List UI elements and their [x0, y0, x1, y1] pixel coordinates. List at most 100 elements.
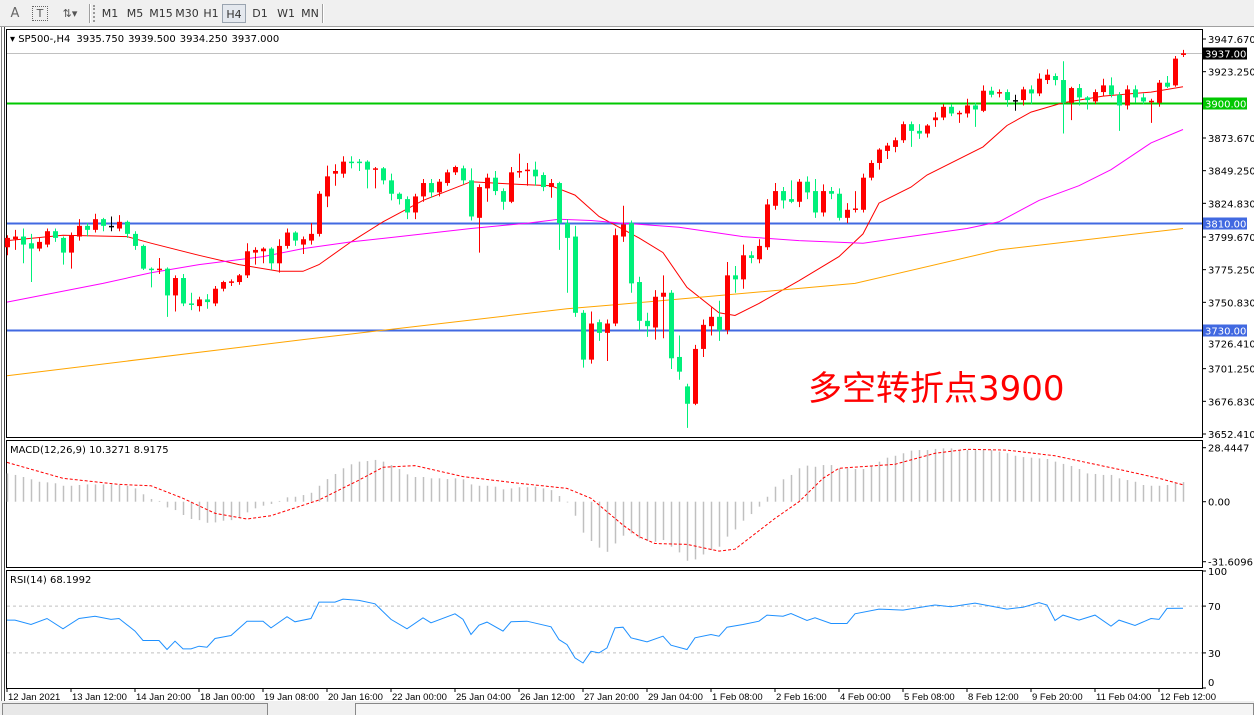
- rsi-line: [7, 598, 1184, 664]
- chart-background: [0, 27, 1254, 701]
- candle: [197, 296, 202, 312]
- candle-body: [317, 193, 322, 234]
- candle-body: [21, 236, 26, 245]
- candle-body: [541, 175, 546, 188]
- candle: [637, 276, 642, 331]
- chart-window[interactable]: 3947.670 3923.250 3873.670 3849.250 3824.830…: [0, 27, 1254, 701]
- text-label-icon: T: [36, 7, 44, 20]
- candle: [333, 164, 338, 186]
- candle-body: [1013, 100, 1018, 102]
- candle: [461, 165, 466, 185]
- candle-body: [1085, 97, 1090, 101]
- candle-body: [5, 237, 10, 248]
- moving-average-line-ma_mid: [6, 129, 1184, 303]
- candle: [93, 213, 98, 233]
- candle-body: [509, 172, 514, 202]
- timeframe-h1[interactable]: H1: [203, 7, 219, 20]
- candle: [109, 216, 114, 232]
- toolbar-separator: [322, 4, 324, 23]
- candle: [645, 312, 650, 337]
- candle-body: [37, 241, 42, 249]
- candle: [85, 223, 90, 237]
- candle-body: [1037, 78, 1042, 94]
- time-tick-label: 25 Jan 04:00: [456, 692, 511, 701]
- timeframe-m5[interactable]: M5: [126, 7, 144, 20]
- candle-body: [669, 292, 674, 359]
- candle-body: [381, 168, 386, 181]
- candle: [605, 319, 610, 361]
- candle-body: [221, 282, 226, 289]
- text-label-tool-button[interactable]: T: [32, 6, 48, 21]
- candle: [325, 165, 330, 208]
- candle-body: [397, 193, 402, 200]
- arrows-tool-dropdown[interactable]: ⇅▾: [56, 4, 84, 23]
- timeframe-m15[interactable]: M15: [149, 7, 173, 20]
- candle: [893, 137, 898, 153]
- candle-body: [1125, 89, 1130, 106]
- candle-body: [685, 386, 690, 404]
- timeframe-d1[interactable]: D1: [252, 7, 268, 20]
- rsi-label: RSI(14) 68.1992: [10, 575, 91, 586]
- candle-body: [845, 209, 850, 218]
- candle: [13, 229, 18, 250]
- candle: [797, 179, 802, 208]
- candle: [1141, 93, 1146, 105]
- price-tick-label: 3701.250: [1208, 365, 1254, 376]
- chart-tab[interactable]: [2, 703, 268, 715]
- candle-body: [1101, 85, 1106, 93]
- candle: [1045, 69, 1050, 85]
- candle-body: [253, 249, 258, 253]
- candle-body: [621, 224, 626, 237]
- candle: [861, 173, 866, 213]
- time-tick-label: 13 Jan 12:00: [72, 692, 127, 701]
- time-tick-label: 26 Jan 12:00: [520, 692, 575, 701]
- timeframe-m1[interactable]: M1: [101, 7, 119, 20]
- candle-body: [261, 248, 266, 252]
- toolbar: A T ⇅▾ M1 M5 M15 M30 H1 H4 D1 W1 MN: [0, 0, 1254, 27]
- candle: [133, 231, 138, 250]
- timeframe-m30[interactable]: M30: [175, 7, 199, 20]
- candle-body: [269, 248, 274, 264]
- candle: [981, 85, 986, 113]
- legend-collapse-icon[interactable]: ▾: [10, 34, 18, 45]
- candle-body: [205, 299, 210, 303]
- horizontal-scrollbar[interactable]: [355, 703, 1254, 715]
- candle: [1117, 92, 1122, 131]
- macd-panel: [6, 440, 1203, 568]
- candle: [869, 160, 874, 181]
- candle-body: [717, 316, 722, 331]
- timeframe-w1[interactable]: W1: [277, 7, 295, 20]
- candle-body: [637, 282, 642, 321]
- candle: [253, 247, 258, 265]
- time-tick-label: 8 Feb 12:00: [968, 692, 1019, 701]
- candle: [1061, 61, 1066, 134]
- level-price-badge: [1203, 324, 1247, 337]
- candle-body: [213, 288, 218, 304]
- candle: [285, 228, 290, 249]
- candle: [349, 156, 354, 169]
- toolbar-grip[interactable]: [93, 5, 97, 22]
- candle: [389, 173, 394, 201]
- timeframe-mn[interactable]: MN: [301, 7, 319, 20]
- candle: [741, 244, 746, 289]
- candle: [125, 220, 130, 238]
- candle-body: [429, 183, 434, 193]
- time-tick-label: 22 Jan 00:00: [392, 692, 447, 701]
- candle: [37, 237, 42, 252]
- candle-body: [149, 268, 154, 271]
- candle: [685, 383, 690, 428]
- candle-body: [445, 172, 450, 184]
- candle-body: [885, 145, 890, 151]
- candle-body: [741, 255, 746, 280]
- candle: [589, 311, 594, 364]
- candle: [501, 188, 506, 210]
- candle-body: [645, 320, 650, 327]
- timeframe-h4[interactable]: H4: [222, 4, 246, 23]
- candle-body: [277, 245, 282, 264]
- legend-high: 3939.500: [128, 34, 176, 45]
- candle: [805, 176, 810, 200]
- candle-body: [749, 255, 754, 258]
- candle-body: [421, 183, 426, 197]
- text-tool-button[interactable]: A: [6, 4, 24, 23]
- candle: [229, 279, 234, 287]
